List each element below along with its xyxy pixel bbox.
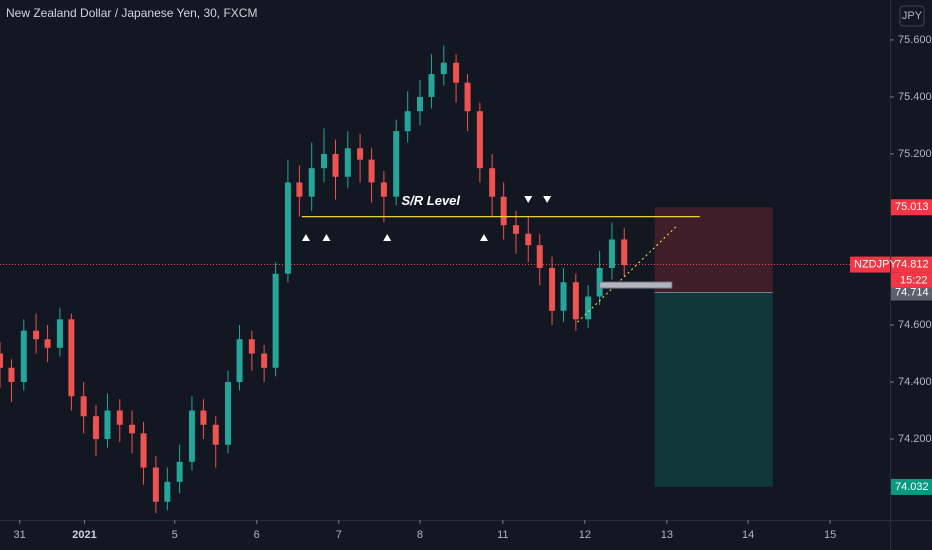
- candle-body: [332, 153, 339, 177]
- symbol-label: NZDJPY: [854, 258, 897, 270]
- entry-price-badge: [891, 284, 932, 301]
- candle-body: [8, 367, 15, 383]
- target-price-label: 74.032: [895, 481, 929, 493]
- y-tick-label: 75.600: [898, 34, 932, 46]
- target-price-badge: [891, 478, 932, 495]
- candle-body: [321, 153, 328, 169]
- candle-body: [440, 62, 447, 75]
- candle-body: [464, 82, 471, 112]
- candle-body: [560, 282, 567, 311]
- candle-body: [225, 382, 232, 445]
- candle-body: [140, 433, 147, 468]
- x-tick-label: 14: [742, 529, 754, 541]
- x-tick-label: 15: [824, 529, 836, 541]
- candle-body: [621, 239, 628, 266]
- candle-body: [572, 282, 579, 320]
- x-tick-label: 31: [14, 529, 26, 541]
- candle-body: [20, 330, 27, 383]
- candle-body: [536, 245, 543, 268]
- y-tick-label: 74.600: [898, 319, 932, 331]
- candle-body: [428, 74, 435, 97]
- candle-body: [453, 62, 460, 83]
- stop-price-badge: [891, 199, 932, 216]
- candle-body: [308, 168, 315, 197]
- x-tick-label: 5: [172, 529, 178, 541]
- x-tick-label: 12: [579, 529, 591, 541]
- candle-body: [56, 319, 63, 348]
- candle-body: [476, 111, 483, 169]
- candle-body: [236, 339, 243, 383]
- x-tick-label: 6: [254, 529, 260, 541]
- candle-body: [164, 481, 171, 502]
- candle-body: [176, 461, 183, 482]
- candle-body: [525, 233, 532, 246]
- candle-body: [393, 131, 400, 197]
- y-tick-label: 74.400: [898, 376, 932, 388]
- candle-body: [404, 111, 411, 132]
- marker-up: [301, 234, 310, 242]
- candle-body: [380, 182, 387, 197]
- countdown-label: 15:22: [900, 274, 928, 286]
- symbol-badge: [850, 256, 890, 273]
- candle-body: [585, 296, 592, 320]
- candle-body: [200, 410, 207, 425]
- countdown-badge: [891, 272, 932, 288]
- last-price-badge: [891, 256, 932, 273]
- trend-line: [577, 224, 678, 323]
- marker-up: [383, 234, 392, 242]
- candle-body: [188, 410, 195, 462]
- sr-label: S/R Level: [402, 193, 461, 208]
- chart-title: New Zealand Dollar / Japanese Yen, 30, F…: [6, 6, 257, 20]
- candle-body: [0, 353, 3, 368]
- currency-label[interactable]: JPY: [902, 10, 923, 22]
- candle-body: [344, 148, 351, 177]
- candle-body: [104, 410, 111, 440]
- candle-body: [489, 168, 496, 197]
- candle-body: [44, 339, 51, 348]
- y-tick-label: 75.200: [898, 148, 932, 160]
- candle-body: [80, 396, 87, 417]
- candle-body: [152, 467, 159, 502]
- candle-body: [212, 424, 219, 445]
- candle-body: [296, 182, 303, 197]
- candle-body: [357, 148, 364, 160]
- candle-body: [92, 416, 99, 440]
- last-price-label: 74.812: [895, 258, 929, 270]
- currency-button[interactable]: [899, 5, 925, 27]
- candle-body: [608, 239, 615, 268]
- x-tick-label: 11: [497, 529, 508, 541]
- candle-body: [33, 330, 40, 340]
- candle-body: [116, 410, 123, 425]
- x-tick-label: 8: [417, 529, 423, 541]
- x-tick-label: 2021: [72, 529, 96, 541]
- entry-price-label: 74.714: [895, 286, 929, 298]
- x-tick-label: 13: [661, 529, 673, 541]
- marker-up: [322, 234, 331, 242]
- y-tick-label: 74.200: [898, 433, 932, 445]
- stop-zone: [654, 207, 773, 293]
- y-tick-label: 75.400: [898, 91, 932, 103]
- stop-price-label: 75.013: [895, 201, 929, 213]
- marker-down: [524, 195, 533, 203]
- marker-down: [543, 195, 552, 203]
- candle-body: [284, 182, 291, 274]
- candle-body: [416, 96, 423, 112]
- candle-body: [368, 159, 375, 183]
- marker-up: [479, 234, 488, 242]
- candle-body: [129, 424, 136, 434]
- target-zone: [654, 292, 773, 487]
- x-tick-label: 7: [336, 529, 342, 541]
- candle-body: [512, 225, 519, 234]
- candle-body: [272, 273, 279, 368]
- candle-body: [248, 339, 255, 354]
- candle-body: [500, 196, 507, 226]
- candle-body: [261, 353, 268, 368]
- candle-body: [549, 267, 556, 311]
- candle-body: [68, 319, 75, 397]
- entry-bar: [599, 281, 673, 289]
